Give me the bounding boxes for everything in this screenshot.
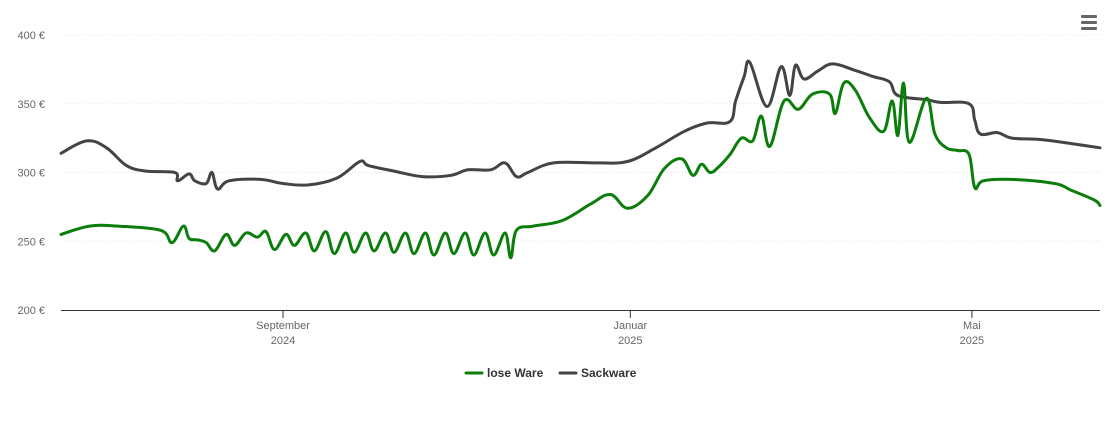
hamburger-menu-icon[interactable] xyxy=(1078,12,1100,32)
x-tick-label-month: Mai xyxy=(963,320,981,332)
legend-label: lose Ware xyxy=(487,366,544,380)
x-tick-label-month: September xyxy=(256,320,310,332)
grid-lines xyxy=(61,34,1100,242)
series-line-lose-ware[interactable] xyxy=(59,80,1102,260)
y-tick-label: 250 € xyxy=(17,236,45,248)
legend-label: Sackware xyxy=(581,366,637,380)
legend[interactable]: lose Ware Sackware xyxy=(464,366,637,380)
legend-item-sackware[interactable]: Sackware xyxy=(558,366,637,380)
series-lines xyxy=(59,59,1102,260)
y-tick-label: 400 € xyxy=(17,30,45,42)
x-tick-label-year: 2025 xyxy=(960,335,984,347)
y-tick-label: 300 € xyxy=(17,168,45,180)
axes: 200 € 250 € 300 € 350 € 400 € September 2024 Ja… xyxy=(17,30,1100,347)
legend-item-lose-ware[interactable]: lose Ware xyxy=(464,366,544,380)
series-line-sackware[interactable] xyxy=(59,59,1102,191)
x-tick-label-year: 2025 xyxy=(618,335,642,347)
y-tick-label: 350 € xyxy=(17,99,45,111)
y-tick-label: 200 € xyxy=(17,305,45,317)
x-tick-label-year: 2024 xyxy=(271,335,295,347)
x-tick-label-month: Januar xyxy=(613,320,647,332)
